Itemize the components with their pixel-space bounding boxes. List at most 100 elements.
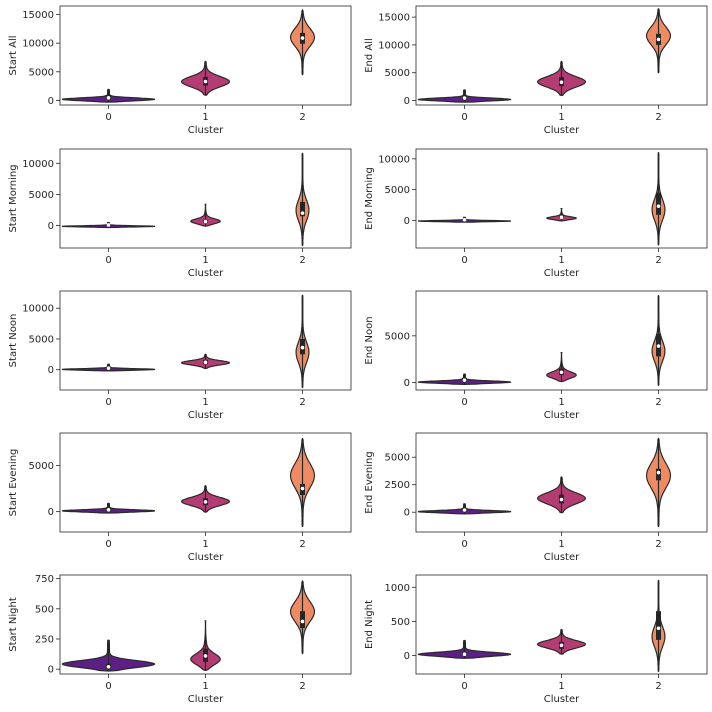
y-tick-label: 0	[48, 221, 54, 232]
median-dot	[656, 626, 661, 631]
subplot-end-evening: 0 2500 5000 0 1 2 Cluster End Evening	[364, 432, 708, 563]
y-tick-label: 10000	[22, 304, 54, 315]
y-tick-label: 1000	[385, 583, 410, 594]
x-tick-label: 2	[299, 681, 305, 692]
median-dot	[106, 223, 111, 227]
x-tick-label: 2	[655, 539, 661, 550]
median-dot	[462, 217, 467, 222]
y-axis-label: End Noon	[364, 316, 375, 364]
axes-frame	[415, 148, 708, 249]
axes-frame	[59, 290, 352, 391]
iqr-box	[300, 611, 305, 629]
y-tick-label: 0	[404, 96, 410, 107]
subplot-end-morning: 0 5000 10000 0 1 2 Cluster End Morning	[364, 148, 708, 279]
median-dot	[203, 500, 208, 504]
median-dot	[300, 619, 305, 624]
y-axis-label: Start Morning	[8, 164, 19, 232]
y-tick-label: 0	[48, 507, 54, 518]
median-dot	[559, 80, 564, 84]
x-tick-label: 1	[202, 681, 208, 692]
y-axis-label: Start Noon	[8, 314, 19, 368]
y-axis-label: End Night	[364, 600, 375, 649]
x-tick-label: 2	[299, 397, 305, 408]
y-tick-label: 5000	[29, 190, 54, 201]
median-dot	[656, 204, 661, 208]
median-dot	[462, 508, 467, 512]
x-axis-label: Cluster	[544, 410, 580, 421]
axes-frame	[59, 148, 352, 249]
y-tick-label: 0	[48, 365, 54, 376]
x-tick-label: 0	[461, 397, 467, 408]
y-tick-label: 5000	[29, 67, 54, 78]
median-dot	[300, 211, 305, 215]
y-tick-label: 10000	[22, 159, 54, 170]
median-dot	[559, 643, 564, 648]
x-tick-label: 1	[558, 397, 564, 408]
y-tick-label: 500	[391, 617, 410, 628]
y-tick-label: 5000	[385, 68, 410, 79]
x-tick-label: 0	[105, 112, 111, 123]
x-tick-label: 1	[202, 112, 208, 123]
median-dot	[462, 96, 467, 100]
x-tick-label: 2	[655, 112, 661, 123]
x-tick-label: 1	[558, 539, 564, 550]
subplot-end-all: 0 5000 10000 15000 0 1 2 Cluster End All	[364, 5, 708, 136]
x-axis-label: Cluster	[544, 694, 580, 705]
x-tick-label: 1	[202, 255, 208, 266]
y-tick-label: 0	[404, 216, 410, 227]
median-dot	[106, 507, 111, 512]
y-axis-label: End Morning	[364, 167, 375, 230]
y-tick-label: 5000	[29, 461, 54, 472]
y-tick-label: 5000	[385, 453, 410, 464]
x-axis-label: Cluster	[188, 694, 224, 705]
iqr-box	[656, 611, 661, 640]
x-tick-label: 2	[299, 112, 305, 123]
iqr-box	[300, 201, 305, 217]
y-axis-label: End All	[364, 38, 375, 73]
x-axis-label: Cluster	[188, 125, 224, 136]
median-dot	[559, 370, 564, 375]
y-axis-label: Start Night	[8, 597, 19, 652]
median-dot	[106, 96, 111, 100]
median-dot	[106, 664, 111, 669]
y-tick-label: 5000	[385, 331, 410, 342]
subplot-start-noon: 0 5000 10000 0 1 2 Cluster Start Noon	[8, 290, 352, 421]
x-tick-label: 1	[558, 112, 564, 123]
y-axis-label: Start Evening	[8, 449, 19, 517]
y-tick-label: 5000	[385, 185, 410, 196]
x-axis-label: Cluster	[188, 268, 224, 279]
median-dot	[559, 497, 564, 502]
x-tick-label: 2	[299, 255, 305, 266]
median-dot	[203, 360, 208, 365]
y-tick-label: 0	[48, 96, 54, 107]
x-axis-label: Cluster	[544, 125, 580, 136]
y-tick-label: 0	[404, 508, 410, 519]
median-dot	[203, 79, 208, 84]
y-tick-label: 250	[35, 634, 54, 645]
median-dot	[300, 486, 305, 491]
y-tick-label: 0	[48, 665, 54, 676]
x-tick-label: 0	[461, 539, 467, 550]
x-tick-label: 1	[558, 255, 564, 266]
subplot-end-night: 0 500 1000 0 1 2 Cluster End Night	[364, 574, 708, 705]
iqr-box	[656, 468, 661, 481]
x-tick-label: 0	[105, 255, 111, 266]
x-tick-label: 1	[202, 397, 208, 408]
y-tick-label: 10000	[22, 39, 54, 50]
x-tick-label: 1	[558, 681, 564, 692]
x-axis-label: Cluster	[188, 410, 224, 421]
median-dot	[106, 366, 111, 370]
x-tick-label: 0	[105, 681, 111, 692]
x-tick-label: 2	[655, 681, 661, 692]
y-tick-label: 2500	[385, 480, 410, 491]
x-tick-label: 0	[105, 397, 111, 408]
x-tick-label: 0	[105, 539, 111, 550]
x-tick-label: 1	[202, 539, 208, 550]
y-axis-label: End Evening	[364, 451, 375, 513]
median-dot	[656, 37, 661, 42]
subplot-end-noon: 0 5000 0 1 2 Cluster End Noon	[364, 290, 708, 421]
median-dot	[462, 378, 467, 382]
y-tick-label: 0	[404, 378, 410, 389]
median-dot	[300, 345, 305, 350]
x-tick-label: 2	[655, 255, 661, 266]
